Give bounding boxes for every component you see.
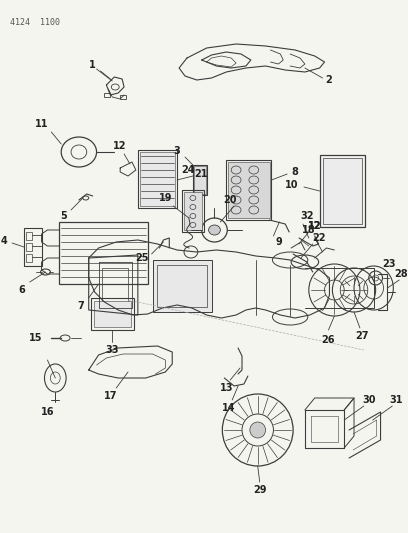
Text: 32: 32: [300, 211, 314, 221]
Text: 4: 4: [1, 236, 8, 246]
Text: 26: 26: [322, 335, 335, 345]
Bar: [104, 93, 110, 97]
Text: 6: 6: [18, 285, 25, 295]
Text: 33: 33: [106, 345, 119, 355]
Text: 13: 13: [220, 383, 233, 393]
Text: 9: 9: [276, 237, 283, 247]
Bar: [26, 243, 32, 251]
Bar: [24, 228, 42, 266]
Text: 25: 25: [135, 253, 149, 263]
Text: 31: 31: [390, 395, 403, 405]
Bar: [138, 150, 177, 208]
Text: 28: 28: [395, 269, 408, 279]
Bar: [140, 152, 175, 206]
Bar: [26, 254, 32, 262]
Text: 8: 8: [292, 167, 299, 177]
Bar: [26, 232, 32, 240]
Bar: [194, 166, 206, 194]
Text: 16: 16: [41, 407, 54, 417]
Ellipse shape: [208, 225, 220, 235]
Bar: [102, 268, 128, 302]
Text: 12: 12: [308, 221, 322, 231]
Text: 30: 30: [362, 395, 375, 405]
Bar: [59, 222, 148, 284]
Bar: [228, 162, 270, 218]
Text: 7: 7: [78, 301, 84, 311]
Bar: [226, 160, 271, 220]
Text: 10: 10: [285, 180, 299, 190]
Bar: [93, 301, 131, 327]
Bar: [120, 95, 126, 99]
Text: 23: 23: [383, 259, 396, 269]
Text: 14: 14: [222, 403, 235, 413]
Text: 20: 20: [224, 195, 237, 205]
Bar: [157, 265, 206, 307]
Text: 18: 18: [302, 225, 316, 235]
Bar: [182, 190, 204, 232]
Text: 2: 2: [325, 75, 332, 85]
Text: 21: 21: [194, 169, 208, 179]
Text: 5: 5: [60, 211, 67, 221]
Bar: [153, 260, 211, 312]
Bar: [184, 192, 202, 230]
Text: 3: 3: [174, 146, 180, 156]
Text: 24: 24: [181, 165, 195, 175]
Text: 1: 1: [89, 60, 96, 70]
Ellipse shape: [250, 422, 266, 438]
Text: 27: 27: [355, 331, 369, 341]
Text: 19: 19: [159, 193, 172, 203]
Text: 15: 15: [29, 333, 42, 343]
Bar: [193, 165, 206, 195]
Bar: [323, 158, 362, 224]
Text: 4124  1100: 4124 1100: [10, 18, 60, 27]
Text: 12: 12: [308, 221, 322, 231]
Text: 22: 22: [312, 233, 326, 243]
Text: 17: 17: [104, 391, 117, 401]
Text: 11: 11: [35, 119, 48, 129]
Bar: [319, 155, 365, 227]
Bar: [91, 298, 134, 330]
Text: 29: 29: [253, 485, 266, 495]
Text: 12: 12: [113, 141, 127, 151]
